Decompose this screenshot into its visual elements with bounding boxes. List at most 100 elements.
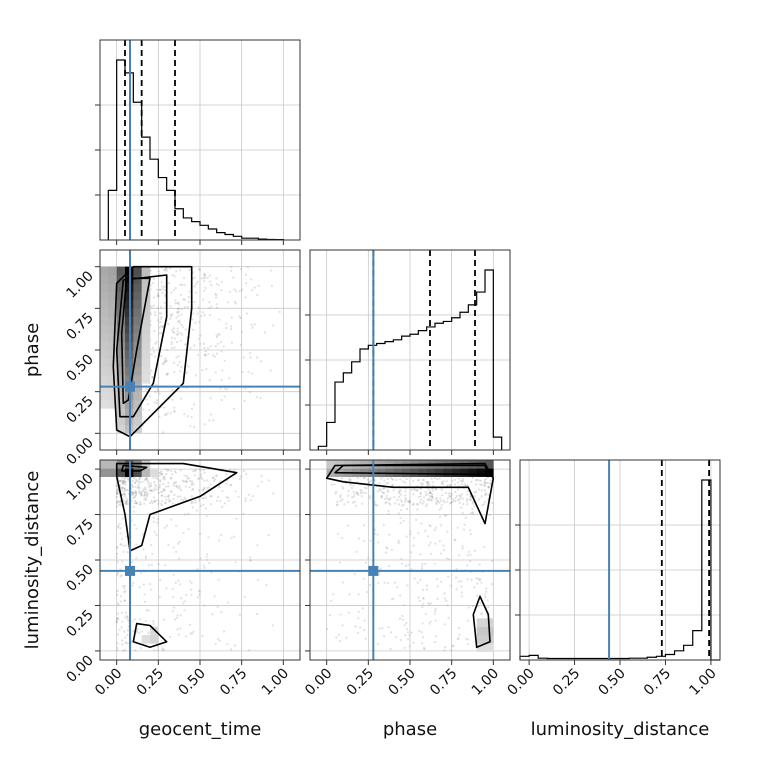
panel-geocent-time-vs-luminosity-distance-point — [178, 495, 182, 498]
panel-geocent-time-vs-luminosity-distance-point — [120, 479, 123, 482]
panel-phase-vs-luminosity-distance-point — [439, 497, 442, 500]
panel-geocent-time-vs-luminosity-distance-point — [164, 502, 167, 505]
panel-geocent-time-vs-luminosity-distance-point — [123, 495, 126, 498]
panel-phase-vs-luminosity-distance-point — [330, 483, 333, 486]
panel-geocent-time-vs-luminosity-distance-point — [132, 493, 135, 496]
panel-phase-vs-luminosity-distance-point — [403, 624, 406, 627]
panel-phase-vs-luminosity-distance-point — [399, 489, 402, 492]
panel-phase-vs-luminosity-distance-point — [433, 612, 436, 615]
panel-phase-vs-luminosity-distance-point — [415, 503, 418, 506]
panel-geocent-time-vs-luminosity-distance-density-cell — [150, 626, 159, 636]
panel-geocent-time-vs-luminosity-distance-point — [153, 480, 156, 484]
panel-phase-vs-luminosity-distance-point — [402, 519, 405, 523]
panel-phase-vs-luminosity-distance-point — [384, 551, 387, 554]
panel-phase-vs-luminosity-distance-point — [435, 502, 438, 506]
panel-geocent-time-vs-luminosity-distance-point — [138, 632, 141, 635]
panel-phase-vs-luminosity-distance-point — [382, 523, 385, 527]
panel-phase-vs-luminosity-distance-point — [412, 536, 416, 539]
panel-geocent-time-vs-phase-point — [171, 330, 175, 333]
panel-geocent-time-vs-phase-density-cell — [100, 316, 109, 326]
panel-phase-vs-luminosity-distance-point — [480, 495, 483, 498]
panel-geocent-time-vs-phase-density-cell — [116, 325, 126, 334]
panel-phase-vs-luminosity-distance-point — [428, 491, 432, 494]
panel-phase-vs-luminosity-distance-point — [349, 479, 352, 482]
panel-geocent-time-vs-phase-point — [151, 346, 155, 349]
panel-phase-vs-luminosity-distance-density-cell — [360, 460, 369, 469]
panel-geocent-time-vs-luminosity-distance-point — [122, 492, 125, 495]
panel-phase-vs-luminosity-distance-point — [444, 646, 447, 649]
panel-phase-vs-luminosity-distance-point — [413, 577, 416, 580]
panel-geocent-time-vs-luminosity-distance-point — [182, 531, 185, 535]
panel-phase-vs-luminosity-distance-point — [456, 526, 459, 529]
panel-geocent-time-vs-luminosity-distance-point — [173, 482, 176, 485]
xtick-label-geocent-time-0: 0.00 — [92, 666, 125, 699]
panel-geocent-time-vs-luminosity-distance-point — [141, 480, 144, 484]
panel-phase-vs-luminosity-distance-point — [332, 593, 335, 596]
panel-phase-vs-luminosity-distance-point — [480, 483, 483, 486]
panel-geocent-time-vs-luminosity-distance-point — [116, 642, 119, 645]
panel-geocent-time-vs-phase-point — [223, 395, 226, 398]
panel-geocent-time-vs-phase-point — [186, 305, 189, 309]
panel-geocent-time-vs-luminosity-distance-point — [194, 468, 198, 472]
panel-phase-vs-luminosity-distance-point — [412, 493, 415, 496]
panel-phase-vs-luminosity-distance-point — [431, 494, 434, 497]
panel-geocent-time-vs-phase-density-cell — [100, 308, 109, 317]
panel-phase-vs-luminosity-distance-point — [432, 489, 435, 492]
panel-geocent-time-vs-phase-point — [239, 343, 242, 346]
panel-geocent-time-vs-phase-point — [165, 373, 168, 376]
panel-geocent-time-vs-luminosity-distance-point — [229, 484, 232, 487]
panel-geocent-time-vs-luminosity-distance-point — [135, 501, 139, 505]
panel-phase-vs-luminosity-distance-point — [412, 544, 415, 547]
panel-phase-vs-luminosity-distance-point — [387, 489, 390, 492]
panel-geocent-time-vs-phase-point — [226, 388, 229, 391]
panel-phase-vs-luminosity-distance-point — [471, 500, 475, 503]
panel-geocent-time-vs-luminosity-distance-point — [186, 477, 189, 480]
panel-phase-vs-luminosity-distance-point — [398, 491, 401, 495]
panel-phase-vs-luminosity-distance-point — [338, 561, 341, 564]
panel-geocent-time-vs-luminosity-distance-point — [200, 476, 203, 479]
panel-geocent-time-vs-luminosity-distance-point — [177, 486, 180, 489]
panel-geocent-time-vs-luminosity-distance-point — [172, 497, 175, 501]
panel-geocent-time-vs-luminosity-distance-point — [196, 568, 199, 571]
panel-geocent-time-vs-luminosity-distance-point — [116, 602, 120, 605]
panel-phase-vs-luminosity-distance-point — [429, 541, 432, 544]
panel-phase-vs-luminosity-distance-point — [434, 619, 437, 622]
panel-geocent-time-vs-phase-point — [201, 298, 205, 301]
panel-geocent-time-vs-luminosity-distance-density-cell — [141, 468, 151, 477]
panel-geocent-time-vs-phase-point — [203, 277, 206, 280]
panel-geocent-time-vs-luminosity-distance-point — [135, 491, 138, 494]
panel-phase-vs-luminosity-distance-point — [361, 502, 364, 505]
panel-geocent-time-vs-phase-point — [208, 307, 211, 310]
panel-phase-vs-luminosity-distance-point — [379, 567, 382, 571]
panel-geocent-time-vs-phase-point — [182, 276, 186, 280]
panel-geocent-time-vs-phase-point — [234, 302, 237, 305]
panel-geocent-time-vs-luminosity-distance-point — [137, 484, 140, 487]
panel-geocent-time-vs-luminosity-distance-point — [173, 618, 177, 621]
panel-phase-vs-luminosity-distance-point — [428, 524, 431, 527]
panel-geocent-time-vs-luminosity-distance-point — [201, 497, 204, 500]
panel-geocent-time-vs-phase-point — [158, 392, 161, 395]
panel-geocent-time-vs-luminosity-distance-density-cell — [100, 460, 109, 469]
panel-geocent-time-vs-luminosity-distance-point — [176, 614, 179, 617]
panel-geocent-time-vs-phase-point — [179, 321, 182, 324]
panel-geocent-time-vs-luminosity-distance-point — [202, 468, 205, 472]
panel-geocent-time-vs-luminosity-distance-point — [138, 481, 141, 484]
panel-geocent-time-vs-luminosity-distance-point — [119, 595, 123, 598]
panel-phase-vs-luminosity-distance-point — [385, 494, 388, 497]
panel-phase-vs-luminosity-distance-point — [443, 514, 447, 517]
panel-geocent-time-vs-luminosity-distance-point — [185, 474, 189, 478]
panel-phase-vs-luminosity-distance-point — [468, 498, 472, 501]
panel-geocent-time-vs-phase-point — [179, 339, 182, 342]
panel-phase-vs-luminosity-distance-point — [340, 477, 344, 480]
panel-phase-vs-luminosity-distance-point — [436, 477, 439, 481]
panel-phase-vs-luminosity-distance-point — [433, 477, 436, 480]
panel-geocent-time-vs-luminosity-distance-point — [232, 469, 236, 472]
panel-phase-vs-luminosity-distance-point — [420, 565, 424, 568]
panel-phase-vs-luminosity-distance-point — [487, 486, 490, 489]
panel-phase-vs-luminosity-distance-point — [427, 498, 430, 502]
panel-geocent-time-vs-phase-point — [244, 273, 248, 276]
panel-phase-vs-luminosity-distance-truth-marker — [368, 565, 379, 576]
panel-geocent-time-vs-luminosity-distance-point — [123, 488, 127, 492]
panel-phase-vs-luminosity-distance-point — [436, 585, 439, 588]
panel-phase-vs-luminosity-distance-point — [396, 498, 399, 502]
